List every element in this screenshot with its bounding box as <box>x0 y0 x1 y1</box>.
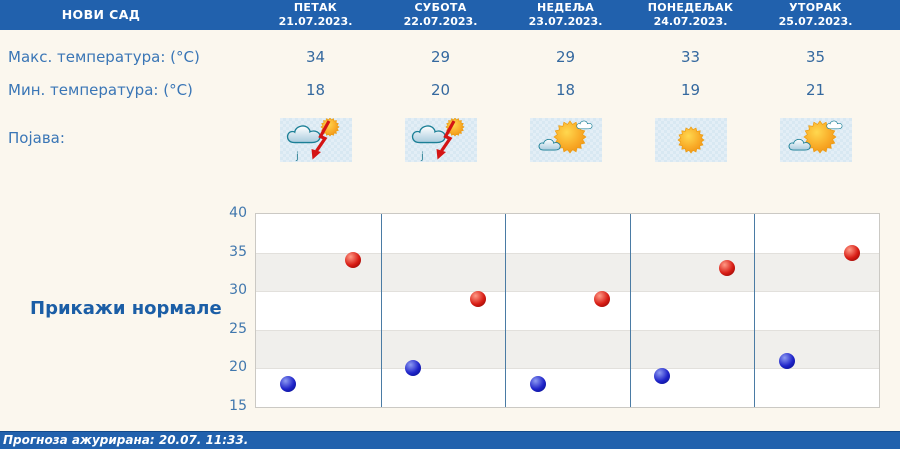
max-temp-point <box>469 290 486 307</box>
chart-plot-area <box>255 213 880 408</box>
weather-icon-cell <box>503 118 628 162</box>
day-header: НЕДЕЉА 23.07.2023. <box>503 0 628 30</box>
min-temp-point <box>778 352 795 369</box>
svg-text:ј: ј <box>420 150 424 162</box>
max-temp-point <box>345 252 362 269</box>
min-temp-value: 20 <box>430 81 451 99</box>
min-temp-value: 18 <box>305 81 326 99</box>
min-temp-point <box>405 360 421 377</box>
location-label: НОВИ САД <box>61 7 141 22</box>
day-header: ПЕТАК 21.07.2023. <box>253 0 378 30</box>
chart-gridline <box>256 252 879 254</box>
phenomena-label: Појава: <box>8 129 65 147</box>
max-temp-label: Макс. температура: (°C) <box>8 48 200 66</box>
max-temp-value: 33 <box>680 48 701 66</box>
y-axis-tick-label: 15 <box>229 398 247 414</box>
weather-icon-cell <box>628 118 753 162</box>
weather-icon-cell <box>753 118 878 162</box>
max-temp-values-row: 34 29 29 33 35 <box>253 48 878 66</box>
chart-day-separator <box>629 214 631 407</box>
svg-text:ј: ј <box>295 150 299 162</box>
day-header: УТОРАК 25.07.2023. <box>753 0 878 30</box>
chart-gridline <box>256 291 879 293</box>
day-name: ПЕТАК <box>293 1 338 14</box>
max-temp-point <box>843 244 860 261</box>
min-temp-value: 21 <box>805 81 826 99</box>
sun-icon <box>654 118 727 162</box>
show-normals-link[interactable]: Прикажи нормале <box>30 298 222 319</box>
chart-gridline <box>256 329 879 331</box>
day-headers: ПЕТАК 21.07.2023. СУБОТА 22.07.2023. НЕДЕЉА 2… <box>253 0 878 30</box>
sun-cloud-icon <box>779 118 852 162</box>
min-temp-point <box>280 375 297 392</box>
min-temp-point <box>529 375 546 392</box>
y-axis-tick-label: 30 <box>229 282 247 299</box>
weather-icon-cell: ј <box>253 118 378 162</box>
max-temp-value: 29 <box>430 48 451 66</box>
chart-day-separator <box>754 214 756 407</box>
storm-sun-icon: ј <box>404 118 477 162</box>
min-temp-value: 19 <box>680 81 701 99</box>
max-temp-value: 29 <box>555 48 576 66</box>
day-header: ПОНЕДЕЉАК 24.07.2023. <box>628 0 753 30</box>
chart-day-separator <box>505 214 507 407</box>
max-temp-value: 35 <box>805 48 826 66</box>
day-name: НЕДЕЉА <box>536 1 595 14</box>
forecast-updated-text: Прогноза ажурирана: 20.07. 11:33. <box>3 433 249 447</box>
day-name: ПОНЕДЕЉАК <box>647 1 734 14</box>
chart-gridline <box>256 368 879 370</box>
min-temp-point <box>654 368 671 385</box>
y-axis-tick-label: 35 <box>229 243 247 260</box>
footer-bar: Прогноза ажурирана: 20.07. 11:33. <box>0 431 900 449</box>
chart-day-separator <box>380 214 382 407</box>
max-temp-point <box>719 260 735 276</box>
day-date: 24.07.2023. <box>653 15 728 28</box>
day-date: 21.07.2023. <box>278 15 353 28</box>
sun-cloud-icon <box>529 118 602 162</box>
weather-icon-cell: ј <box>378 118 503 162</box>
day-name: УТОРАК <box>789 1 842 14</box>
day-date: 23.07.2023. <box>528 15 603 28</box>
y-axis-tick-label: 40 <box>229 205 247 221</box>
min-temp-value: 18 <box>555 81 576 99</box>
day-header: СУБОТА 22.07.2023. <box>378 0 503 30</box>
y-axis-tick-label: 20 <box>229 359 247 376</box>
day-name: СУБОТА <box>414 1 467 14</box>
temperature-chart: 40 35 30 25 20 15 <box>0 205 900 414</box>
chart-shaded-band <box>256 329 879 369</box>
max-temp-point <box>594 290 611 307</box>
day-date: 25.07.2023. <box>778 15 853 28</box>
max-temp-value: 34 <box>305 48 326 66</box>
forecast-header: НОВИ САД ПЕТАК 21.07.2023. СУБОТА 22.07.202… <box>0 0 900 30</box>
min-temp-label: Мин. температура: (°C) <box>8 81 193 99</box>
y-axis-tick-label: 25 <box>229 320 247 337</box>
day-date: 22.07.2023. <box>403 15 478 28</box>
storm-sun-icon: ј <box>279 118 352 162</box>
min-temp-values-row: 18 20 18 19 21 <box>253 81 878 99</box>
